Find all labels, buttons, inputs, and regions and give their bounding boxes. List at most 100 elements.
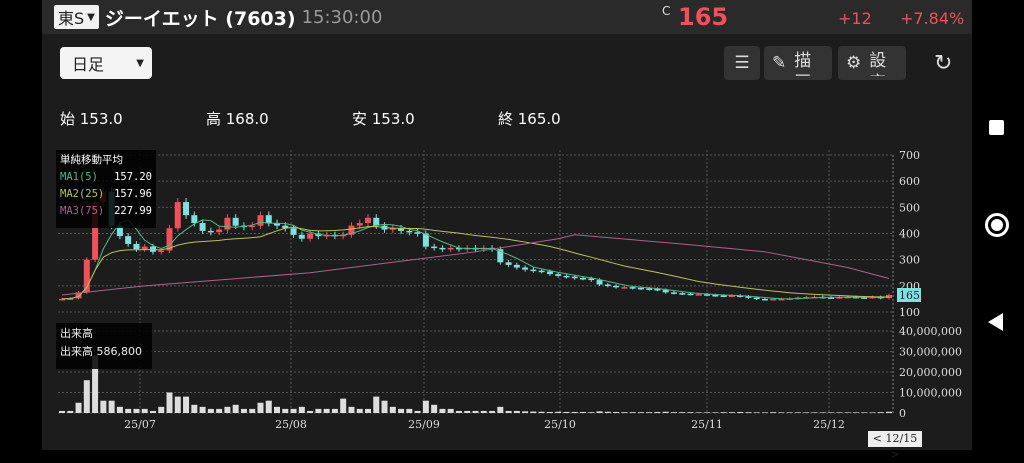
recents-button[interactable] [989,120,1004,135]
ohlc-row: 始 153.0 高 168.0 安 153.0 終 165.0 [60,108,644,129]
candle-body [166,228,173,251]
volume-bar [59,410,65,413]
volume-bar [83,380,90,413]
volume-bar [232,404,239,413]
volume-tick-label: 20,000,000 [899,366,962,379]
android-nav-bar [972,0,1024,450]
candle-body [861,297,868,299]
volume-bar [381,400,388,413]
last-price-label: 165 [899,289,920,302]
volume-bar [596,411,603,413]
candle-body [604,284,611,287]
draw-button[interactable]: ✎ 描画 [764,46,832,80]
candle-body [497,249,504,263]
volume-bar [133,408,140,413]
price-change-pct: +7.84% [900,9,965,28]
volume-bar [398,408,405,413]
volume-bar [886,411,892,413]
volume-bar [737,411,744,413]
volume-bar [414,410,421,413]
volume-bar [580,411,587,413]
volume-bar [819,412,826,413]
candle-body [422,233,429,247]
candle-body [149,246,156,252]
volume-bar [340,398,347,413]
quote-time: 15:30:00 [301,6,383,28]
candle-body [92,202,99,260]
date-tick-label: 25/09 [408,418,440,431]
date-navigator[interactable]: < 12/15 > [868,431,922,461]
candle-body [720,295,727,298]
period-select[interactable]: 日足 ▼ [60,47,152,79]
volume-bar [356,408,363,413]
home-button[interactable] [985,213,1009,237]
candlestick-chart[interactable]: 70060050040030020010040,000,00030,000,00… [42,140,972,450]
refresh-icon[interactable]: ↻ [934,51,953,76]
volume-bar [852,412,859,413]
candle-body [75,292,82,299]
volume-bar [75,402,82,413]
candle-body [348,225,355,235]
volume-bar [571,411,578,413]
candle-body [373,217,380,226]
candle-body [431,246,438,249]
back-button[interactable] [988,313,1003,331]
candle-body [828,297,835,299]
volume-bar [712,412,719,413]
candle-body [679,293,686,295]
volume-bar [687,412,694,413]
candle-body [687,293,694,296]
period-label: 日足 [72,55,105,74]
ma3-value: 227.99 [114,205,152,217]
indicator-button[interactable]: ☰ [724,46,760,80]
candle-body [555,274,562,276]
volume-bar [240,408,247,413]
volume-bar [588,412,595,413]
volume-bar [753,412,760,413]
high-value: 高 168.0 [206,110,269,128]
candle-body [580,277,587,280]
candle-body [596,280,603,285]
candle-body [646,288,653,290]
volume-bar [307,410,314,413]
volume-bar [174,396,181,413]
candle-body [439,247,446,250]
volume-bar [323,408,330,413]
volume-bar [364,408,371,413]
volume-bar [728,412,735,413]
candle-body [158,250,165,253]
volume-bar [125,408,132,413]
candle-body [406,230,413,233]
volume-bar [116,406,123,413]
candle-body [249,225,256,228]
caret-down-icon: ▼ [87,11,95,23]
ma1-label: MA1(5) [60,171,98,183]
volume-bar [795,412,802,413]
volume-bar [778,412,785,413]
volume-bar [629,412,636,413]
volume-bar [844,412,851,413]
volume-bar [654,411,661,413]
candle-body [530,269,537,272]
volume-bar [439,408,446,413]
bars-icon: ☰ [734,53,750,73]
candle-body [125,236,132,244]
volume-bar [389,406,396,413]
candle-body [141,246,148,250]
candle-body [588,278,595,281]
volume-bar [621,412,628,413]
volume-bar [199,406,206,413]
market-selector[interactable]: 東S ▼ [54,5,99,29]
volume-bar [315,408,322,413]
volume-bar [861,412,868,413]
volume-legend: 出来高 出来高 586,800 [56,323,152,369]
volume-bar [770,412,777,413]
volume-bar [298,406,305,413]
settings-button[interactable]: ⚙ 設定 [838,46,906,80]
candle-body [745,296,752,298]
volume-tick-label: 30,000,000 [899,346,962,359]
candle-body [695,294,702,296]
pencil-icon: ✎ [772,53,787,73]
candle-body [522,267,529,270]
volume-bar [67,410,74,413]
